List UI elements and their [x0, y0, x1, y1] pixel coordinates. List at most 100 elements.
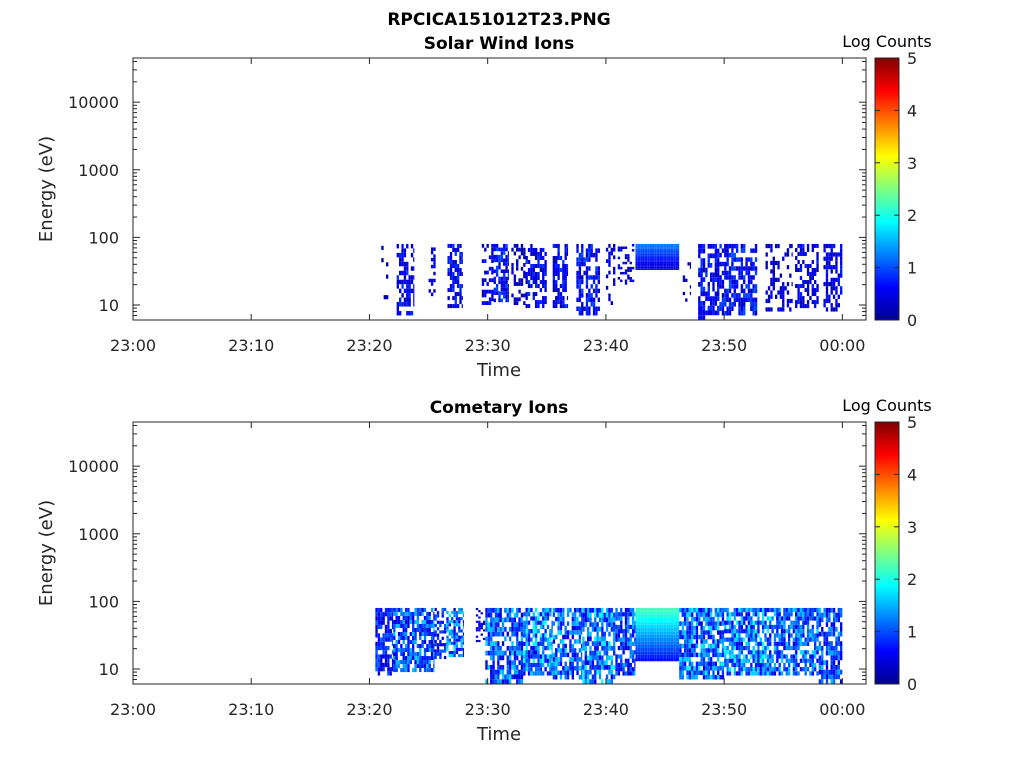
heatmap-cell [501, 655, 505, 661]
heatmap-cell [453, 654, 456, 658]
heatmap-cell [735, 607, 739, 613]
heatmap-cell [750, 671, 753, 676]
heatmap-cell [780, 637, 784, 642]
heatmap-cell [795, 284, 798, 289]
heatmap-cell [397, 607, 401, 612]
heatmap-cell [659, 253, 662, 256]
heatmap-cell [816, 645, 819, 651]
heatmap-cell [656, 256, 660, 259]
heatmap-cell [656, 647, 660, 652]
heatmap-cell [835, 641, 838, 646]
heatmap-cell [590, 302, 593, 307]
heatmap-burst-7 [552, 607, 583, 680]
heatmap-cell [421, 627, 424, 632]
heatmap-cell [605, 679, 609, 684]
heatmap-cell [433, 660, 435, 665]
heatmap-cell [663, 265, 667, 267]
heatmap-cell [555, 616, 558, 622]
heatmap-cell [617, 616, 621, 621]
heatmap-cell [404, 664, 408, 669]
heatmap-cell [698, 253, 701, 259]
heatmap-cell [500, 298, 504, 303]
heatmap-cell [839, 252, 843, 257]
heatmap-cell [733, 662, 736, 668]
heatmap-cell [767, 298, 771, 304]
heatmap-cell [663, 631, 667, 635]
heatmap-cell [637, 637, 641, 642]
heatmap-cell [668, 268, 671, 270]
heatmap-cell [816, 637, 819, 642]
heatmap-cell [811, 288, 814, 293]
heatmap-cell [552, 670, 556, 675]
heatmap-cell [447, 259, 450, 264]
heatmap-cell [797, 251, 800, 256]
heatmap-cell [832, 252, 836, 257]
heatmap-cell [542, 296, 545, 301]
heatmap-cell [757, 641, 760, 646]
heatmap-cell [799, 633, 803, 638]
heatmap-cell [396, 284, 399, 289]
heatmap-cell [416, 619, 420, 624]
heatmap-cell [497, 622, 500, 627]
heatmap-cell [564, 304, 567, 309]
heatmap-cell [384, 624, 388, 630]
heatmap-cell [433, 264, 436, 269]
heatmap-cell [825, 243, 829, 249]
heatmap-cell [731, 252, 734, 258]
heatmap-cell [624, 662, 628, 668]
heatmap-cell [552, 280, 556, 285]
heatmap-cell [700, 248, 703, 254]
heatmap-cell [675, 250, 679, 253]
heatmap-cell [458, 617, 461, 621]
heatmap-cell [494, 669, 498, 675]
heatmap-cell [480, 612, 483, 615]
heatmap-cell [717, 258, 720, 263]
heatmap-cell [578, 675, 582, 680]
heatmap-cell [816, 251, 819, 256]
heatmap-cell [705, 607, 708, 613]
heatmap-cell [490, 664, 493, 670]
heatmap-cell [576, 630, 579, 635]
heatmap-cell [613, 617, 616, 623]
heatmap-cell [433, 627, 435, 632]
heatmap-cell [735, 612, 739, 617]
heatmap-cell [542, 247, 545, 252]
heatmap-cell [750, 279, 753, 285]
heatmap-cell [731, 261, 734, 267]
heatmap-cell [534, 272, 538, 277]
heatmap-cell [500, 254, 504, 259]
heatmap-cell [485, 660, 488, 665]
heatmap-cell [525, 280, 528, 285]
heatmap-cell [663, 607, 667, 612]
heatmap-cell [647, 248, 650, 251]
heatmap-cell [816, 616, 819, 621]
heatmap-cell [389, 637, 392, 642]
heatmap-cell [795, 645, 798, 651]
heatmap-cell [714, 253, 718, 259]
heatmap-cell [393, 636, 396, 641]
heatmap-cell [652, 248, 655, 251]
heatmap-cell [494, 674, 498, 680]
heatmap-cell [795, 650, 798, 655]
heatmap-cell [624, 658, 628, 663]
heatmap-cell [678, 614, 680, 618]
heatmap-cell [404, 632, 408, 637]
heatmap-cell [555, 607, 558, 613]
heatmap-cell [532, 616, 535, 621]
heatmap-cell [663, 243, 667, 246]
heatmap-cell [776, 658, 779, 663]
heatmap-cell [804, 616, 807, 621]
heatmap-cell [451, 617, 454, 621]
heatmap-cell [557, 643, 560, 649]
heatmap-cell [797, 243, 800, 248]
heatmap-cell [832, 243, 836, 249]
heatmap-cell [534, 251, 538, 256]
heatmap-cell [688, 652, 692, 658]
heatmap-cell [423, 607, 427, 612]
heatmap-cell [832, 679, 836, 684]
heatmap-cell [652, 243, 655, 246]
heatmap-cell [448, 629, 452, 633]
heatmap-cell [644, 617, 648, 622]
heatmap-cell [666, 256, 669, 259]
heatmap-cell [702, 648, 706, 653]
